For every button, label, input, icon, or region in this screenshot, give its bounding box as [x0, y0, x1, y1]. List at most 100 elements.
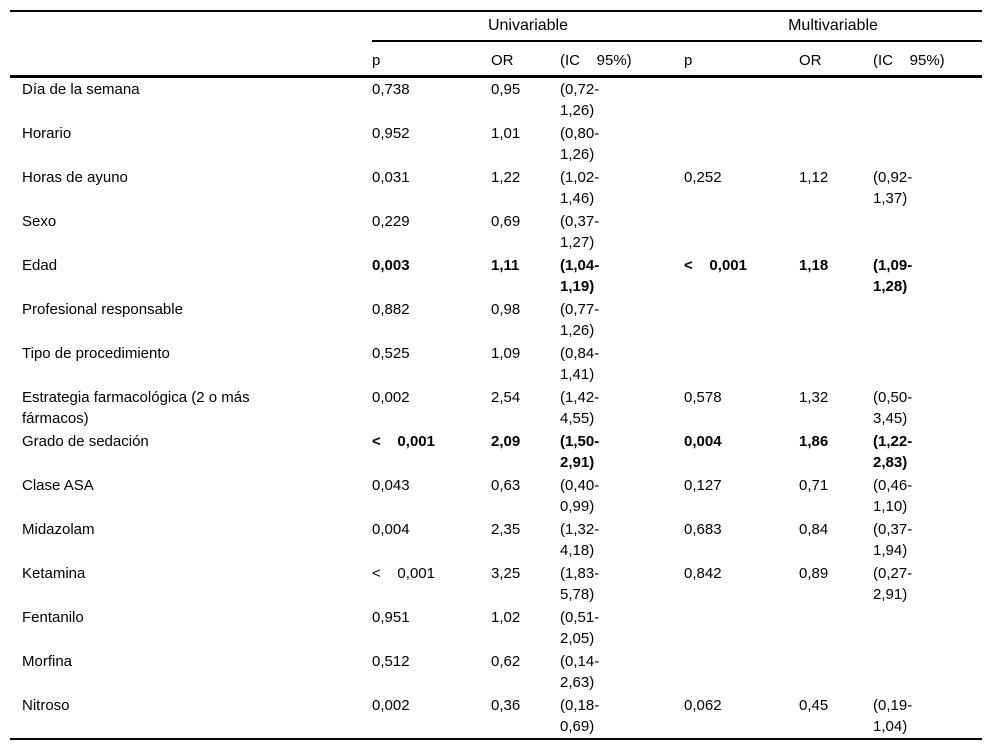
cell-univariable-ic95: (0,84- 1,41) [560, 345, 600, 383]
cell-univariable-or: 0,36 [491, 697, 521, 714]
cell-multivariable-p [684, 122, 799, 166]
cell-univariable-ic95: (0,80- 1,26) [560, 125, 600, 163]
cell-univariable-p: 0,512 [372, 653, 410, 670]
cell-multivariable-ic95: (0,19- 1,04) [873, 697, 913, 735]
column-header-ic95-multivariable: (IC 95%) [873, 52, 945, 69]
row-label: Clase ASA [22, 477, 94, 494]
cell-univariable-or: 0,63 [491, 477, 521, 494]
cell-multivariable-or [799, 606, 873, 650]
row-label: Horario [22, 125, 72, 142]
cell-multivariable-or: 0,89 [799, 565, 829, 582]
cell-multivariable-p: 0,578 [684, 389, 722, 406]
column-header-ic95-univariable: (IC 95%) [560, 52, 632, 69]
cell-multivariable-p: 0,004 [684, 433, 722, 450]
cell-univariable-p: 0,031 [372, 169, 410, 186]
table-row: Morfina 0,512 0,62 (0,14- 2,63) [10, 650, 982, 694]
cell-multivariable-or [799, 342, 873, 386]
cell-univariable-ic95: (0,72- 1,26) [560, 81, 600, 119]
cell-multivariable-ic95 [873, 342, 982, 386]
table-row: Nitroso 0,002 0,36 (0,18- 0,69) 0,062 0,45 (0,… [10, 694, 982, 738]
cell-multivariable-or: 0,45 [799, 697, 829, 714]
cell-multivariable-p: 0,842 [684, 565, 722, 582]
cell-multivariable-ic95: (1,22- 2,83) [873, 433, 913, 471]
row-label: Fentanilo [22, 609, 84, 626]
column-header-variable [10, 42, 372, 75]
cell-multivariable-or [799, 210, 873, 254]
cell-univariable-or: 1,09 [491, 345, 521, 362]
cell-univariable-ic95: (0,51- 2,05) [560, 609, 600, 647]
row-label: Midazolam [22, 521, 95, 538]
cell-univariable-ic95: (0,40- 0,99) [560, 477, 600, 515]
cell-univariable-ic95: (0,37- 1,27) [560, 213, 600, 251]
row-label: Tipo de procedimiento [22, 345, 170, 362]
cell-univariable-ic95: (1,50- 2,91) [560, 433, 600, 471]
cell-multivariable-or [799, 650, 873, 694]
cell-multivariable-or: 0,84 [799, 521, 829, 538]
row-label: Sexo [22, 213, 57, 230]
cell-multivariable-p [684, 210, 799, 254]
table-column-header-row: p OR (IC 95%) p OR (IC 95%) [10, 42, 982, 78]
row-label: Horas de ayuno [22, 169, 128, 186]
column-header-p-univariable: p [372, 52, 381, 69]
cell-multivariable-ic95 [873, 298, 982, 342]
cell-multivariable-ic95: (0,92- 1,37) [873, 169, 913, 207]
cell-multivariable-ic95: (0,46- 1,10) [873, 477, 913, 515]
cell-multivariable-or: 1,12 [799, 169, 829, 186]
cell-univariable-p: 0,952 [372, 125, 410, 142]
cell-multivariable-p: < 0,001 [684, 257, 747, 274]
cell-multivariable-ic95: (0,37- 1,94) [873, 521, 913, 559]
table-row: Tipo de procedimiento 0,525 1,09 (0,84- 1,4… [10, 342, 982, 386]
cell-univariable-ic95: (1,02- 1,46) [560, 169, 600, 207]
cell-univariable-or: 2,54 [491, 389, 521, 406]
table-group-header-row: Univariable Multivariable [10, 12, 982, 42]
row-label: Nitroso [22, 697, 70, 714]
cell-univariable-ic95: (0,18- 0,69) [560, 697, 600, 735]
table-row: Horario 0,952 1,01 (0,80- 1,26) [10, 122, 982, 166]
cell-multivariable-ic95 [873, 606, 982, 650]
cell-multivariable-p: 0,127 [684, 477, 722, 494]
cell-univariable-ic95: (1,04- 1,19) [560, 257, 600, 295]
cell-univariable-or: 1,01 [491, 125, 521, 142]
cell-univariable-p: 0,525 [372, 345, 410, 362]
cell-univariable-p: < 0,001 [372, 565, 435, 582]
table-row: Fentanilo 0,951 1,02 (0,51- 2,05) [10, 606, 982, 650]
table-row: Edad 0,003 1,11 (1,04- 1,19) < 0,001 1,18 (1,0… [10, 254, 982, 298]
cell-univariable-p: 0,229 [372, 213, 410, 230]
cell-univariable-or: 1,22 [491, 169, 521, 186]
table-row: Grado de sedación < 0,001 2,09 (1,50- 2,91)… [10, 430, 982, 474]
cell-multivariable-p: 0,683 [684, 521, 722, 538]
cell-univariable-or: 1,02 [491, 609, 521, 626]
cell-multivariable-or: 1,18 [799, 257, 829, 274]
cell-univariable-or: 2,35 [491, 521, 521, 538]
cell-univariable-p: 0,002 [372, 697, 410, 714]
column-header-or-univariable: OR [491, 52, 514, 69]
column-header-or-multivariable: OR [799, 52, 822, 69]
cell-univariable-p: 0,738 [372, 81, 410, 98]
cell-multivariable-ic95: (0,50- 3,45) [873, 389, 913, 427]
cell-univariable-ic95: (1,83- 5,78) [560, 565, 600, 603]
cell-univariable-p: < 0,001 [372, 433, 435, 450]
cell-univariable-or: 0,98 [491, 301, 521, 318]
cell-univariable-or: 2,09 [491, 433, 521, 450]
cell-multivariable-ic95 [873, 210, 982, 254]
cell-multivariable-or [799, 78, 873, 122]
row-label: Profesional responsable [22, 301, 183, 318]
row-label: Grado de sedación [22, 433, 149, 450]
table-row: Ketamina < 0,001 3,25 (1,83- 5,78) 0,842 0,89… [10, 562, 982, 606]
cell-multivariable-or [799, 122, 873, 166]
row-label: Ketamina [22, 565, 86, 582]
cell-multivariable-p: 0,252 [684, 169, 722, 186]
cell-multivariable-p [684, 298, 799, 342]
row-label: Edad [22, 257, 58, 274]
cell-univariable-p: 0,002 [372, 389, 410, 406]
cell-univariable-or: 0,69 [491, 213, 521, 230]
cell-multivariable-or: 1,32 [799, 389, 829, 406]
cell-multivariable-or [799, 298, 873, 342]
cell-univariable-or: 0,62 [491, 653, 521, 670]
cell-multivariable-ic95: (1,09- 1,28) [873, 257, 913, 295]
table-row: Profesional responsable 0,882 0,98 (0,77- 1… [10, 298, 982, 342]
row-label: Estrategia farmacológica (2 o más fármac… [22, 389, 250, 427]
cell-univariable-p: 0,043 [372, 477, 410, 494]
cell-multivariable-or: 1,86 [799, 433, 829, 450]
